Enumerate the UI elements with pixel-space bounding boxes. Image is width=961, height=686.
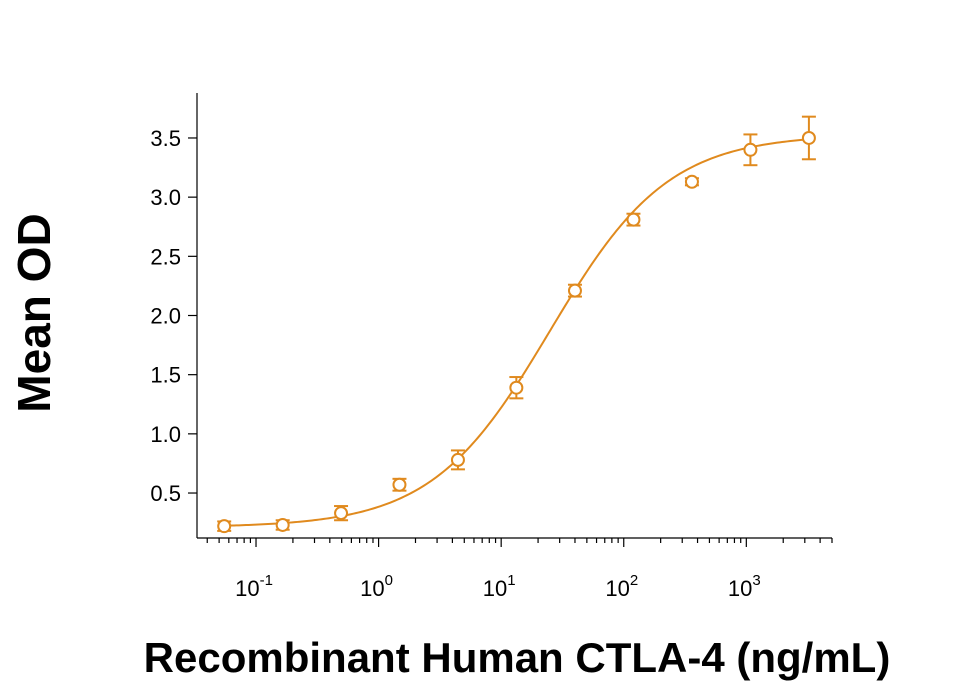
- data-point: [392, 477, 407, 492]
- data-point: [217, 519, 232, 534]
- y-axis-ticks: 0.5 1.0 1.5 2.0 2.5 3.0 3.5: [150, 126, 197, 506]
- data-point: [275, 517, 290, 532]
- x-tick-label: 102: [605, 572, 638, 601]
- fit-curve: [224, 138, 809, 527]
- y-tick-label: 2.0: [150, 304, 181, 329]
- data-marker: [567, 283, 582, 298]
- x-axis-ticks: 10-1 100 101 102 103: [206, 538, 833, 601]
- y-tick-label: 1.0: [150, 422, 181, 447]
- data-marker: [743, 142, 758, 157]
- data-marker: [334, 506, 349, 521]
- data-marker: [450, 452, 465, 467]
- y-tick-label: 1.5: [150, 363, 181, 388]
- data-point: [684, 174, 699, 189]
- data-point: [450, 449, 465, 471]
- x-tick-label: 103: [728, 572, 761, 601]
- data-marker: [392, 477, 407, 492]
- chart-axes: [196, 93, 832, 539]
- data-marker: [801, 130, 816, 145]
- data-point: [334, 505, 349, 522]
- data-marker: [509, 380, 524, 395]
- x-tick-label: 100: [360, 572, 393, 601]
- y-tick-label: 2.5: [150, 244, 181, 269]
- x-axis-title: Recombinant Human CTLA-4 (ng/mL): [144, 634, 891, 681]
- y-axis-title: Mean OD: [8, 213, 60, 412]
- data-point: [801, 115, 816, 161]
- data-marker: [275, 517, 290, 532]
- y-tick-label: 3.5: [150, 126, 181, 151]
- x-tick-label: 10-1: [235, 572, 273, 601]
- data-marker: [684, 174, 699, 189]
- data-marker: [217, 519, 232, 534]
- x-tick-label: 101: [483, 572, 516, 601]
- y-tick-label: 3.0: [150, 185, 181, 210]
- data-point: [626, 212, 641, 227]
- data-point: [567, 283, 582, 298]
- data-points: [217, 115, 816, 534]
- data-point: [509, 376, 524, 400]
- data-point: [743, 133, 758, 167]
- y-tick-label: 0.5: [150, 481, 181, 506]
- data-marker: [626, 212, 641, 227]
